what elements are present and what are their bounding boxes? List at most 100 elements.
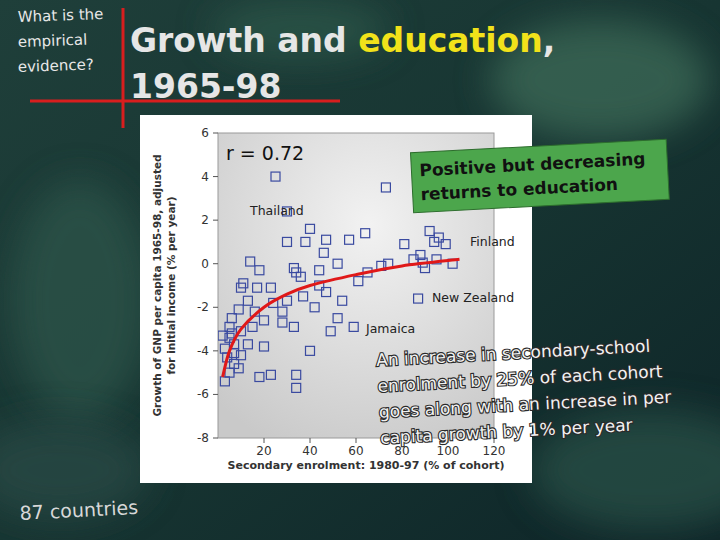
point xyxy=(315,266,324,275)
point xyxy=(220,377,229,386)
x-axis-label: Secondary enrolment: 1980-97 (% of cohor… xyxy=(228,459,505,472)
point xyxy=(381,183,390,192)
decor-line xyxy=(122,8,125,128)
point xyxy=(243,340,252,349)
x-tick-label: 100 xyxy=(437,444,460,458)
y-tick-label: 4 xyxy=(201,170,209,184)
point xyxy=(225,322,234,331)
point xyxy=(234,364,243,373)
x-tick-label: 40 xyxy=(302,444,317,458)
point-label: Jamaica xyxy=(365,321,415,336)
point xyxy=(237,283,246,292)
point-label: Thailand xyxy=(249,203,304,218)
x-tick-label: 20 xyxy=(256,444,271,458)
point xyxy=(322,235,331,244)
point xyxy=(425,227,434,236)
point xyxy=(234,305,243,314)
y-tick xyxy=(213,220,218,221)
y-axis-label: Growth of GNP per capita 1965-98, adjust… xyxy=(151,154,163,416)
y-tick-label: 6 xyxy=(201,126,209,140)
callout: Positive but decreasingreturns to educat… xyxy=(411,139,670,212)
point xyxy=(333,259,342,268)
point xyxy=(225,368,234,377)
point xyxy=(271,172,280,181)
point xyxy=(354,277,363,286)
point xyxy=(292,383,301,392)
title-part: Growth and xyxy=(130,21,358,60)
title: Growth and education, xyxy=(130,21,555,60)
point xyxy=(227,314,236,323)
point xyxy=(255,373,264,382)
point xyxy=(361,229,370,238)
point xyxy=(266,370,275,379)
point xyxy=(310,303,319,312)
point xyxy=(414,294,423,303)
y-tick xyxy=(213,350,218,351)
point xyxy=(421,264,430,273)
callout-box xyxy=(411,139,670,212)
point xyxy=(333,314,342,323)
point xyxy=(283,296,292,305)
point xyxy=(322,288,331,297)
point xyxy=(319,248,328,257)
y-tick-label: -6 xyxy=(197,387,209,401)
y-tick xyxy=(213,438,218,439)
y-axis-label: for initial income (% per year) xyxy=(165,197,177,375)
point xyxy=(349,322,358,331)
point xyxy=(434,233,443,242)
point xyxy=(237,351,246,360)
y-tick xyxy=(213,133,218,134)
point xyxy=(299,292,308,301)
point-label: New Zealand xyxy=(432,290,514,305)
point xyxy=(255,266,264,275)
x-tick xyxy=(310,438,311,443)
note-text: capita growth by 1% per year xyxy=(380,415,633,448)
point xyxy=(260,316,269,325)
point xyxy=(400,240,409,249)
point xyxy=(289,264,298,273)
point xyxy=(345,235,354,244)
point xyxy=(292,370,301,379)
x-tick xyxy=(356,438,357,443)
point xyxy=(326,327,335,336)
footnote: 87 countries xyxy=(19,496,138,524)
point xyxy=(283,237,292,246)
point xyxy=(266,283,275,292)
y-tick-label: -4 xyxy=(197,344,209,358)
title-part: 1965-98 xyxy=(130,67,281,106)
point xyxy=(301,237,310,246)
y-tick xyxy=(213,394,218,395)
slide: What is the empirical evidence? Growth and … xyxy=(0,0,720,540)
question: empirical xyxy=(18,31,88,51)
y-tick-label: -8 xyxy=(197,431,209,445)
question: evidence? xyxy=(18,55,95,76)
point xyxy=(338,296,347,305)
question: What is the xyxy=(18,5,104,26)
point xyxy=(246,257,255,266)
point xyxy=(218,331,227,340)
point xyxy=(260,342,269,351)
point xyxy=(306,346,315,355)
title-part: , xyxy=(543,21,556,60)
point-label: Finland xyxy=(470,234,515,249)
x-tick xyxy=(264,438,265,443)
x-tick-label: 120 xyxy=(483,444,506,458)
point xyxy=(289,322,298,331)
point xyxy=(296,272,305,281)
point xyxy=(278,307,287,316)
point xyxy=(248,322,257,331)
y-tick-label: -2 xyxy=(197,300,209,314)
point xyxy=(441,240,450,249)
annotation: r = 0.72 xyxy=(226,142,304,164)
y-tick xyxy=(213,307,218,308)
callout-text: returns to education xyxy=(420,174,618,204)
note: An increase in secondary-schoolenrolment… xyxy=(376,335,673,448)
point xyxy=(306,224,315,233)
y-tick-label: 0 xyxy=(201,257,209,271)
y-tick xyxy=(213,263,218,264)
point xyxy=(253,283,262,292)
y-tick-label: 2 xyxy=(201,213,209,227)
title-part: education xyxy=(358,21,543,60)
y-tick xyxy=(213,176,218,177)
background-texture xyxy=(10,180,150,420)
